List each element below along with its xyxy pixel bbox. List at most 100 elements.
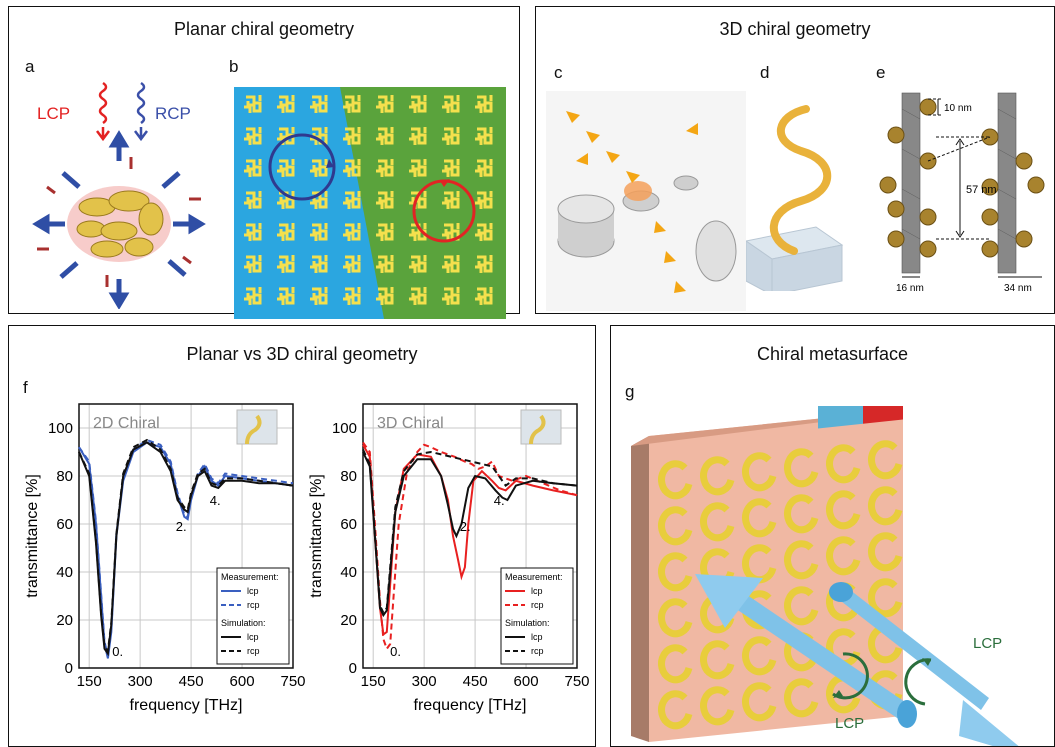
split-ring [700, 640, 735, 680]
plot-frame [78, 403, 294, 669]
split-ring [784, 448, 819, 488]
legend-entry: rcp [531, 646, 544, 656]
y-tick-label: 60 [340, 516, 357, 533]
subfigure-label-f: f [23, 378, 28, 397]
chart-3d-chiral: 150 300 450 600 750 0 20 40 60 80 100 frequency [TH… [308, 403, 589, 714]
inset-structure-icon [529, 414, 546, 445]
split-ring [868, 440, 903, 480]
dim-sep: 34 nm [1004, 283, 1032, 294]
y-axis-label: transmittance [%] [24, 474, 41, 598]
peak-annotation: 0. [390, 644, 401, 659]
legend-group-title: Measurement: [221, 572, 279, 582]
nanopillar-array-illustration [546, 91, 746, 311]
subfigure-label-b: b [229, 57, 239, 76]
split-ring [658, 644, 693, 684]
peak-annotation: 2. [460, 519, 471, 534]
dim-gap: 10 nm [944, 103, 972, 114]
y-tick-label: 40 [56, 564, 73, 581]
lcp-label-bottom: LCP [835, 715, 864, 732]
series-line [362, 451, 578, 618]
x-tick-label: 600 [230, 673, 255, 690]
split-ring [658, 506, 693, 546]
subfigure-label-a: a [25, 57, 35, 76]
panel-planar-vs-3d: Planar vs 3D chiral geometry f 150 300 450… [8, 325, 596, 747]
subfigure-label-c: c [554, 63, 563, 82]
split-ring [700, 456, 735, 496]
split-ring [742, 544, 777, 584]
y-tick-label: 100 [332, 420, 357, 437]
panel-title: 3D chiral geometry [719, 19, 871, 39]
y-tick-label: 0 [65, 660, 73, 677]
legend-entry: lcp [531, 632, 543, 642]
lcp-beam-front [695, 574, 917, 728]
plot-frame [362, 403, 578, 669]
subfigure-label-d: d [760, 63, 770, 82]
x-tick-label: 600 [514, 673, 539, 690]
y-tick-label: 100 [48, 420, 73, 437]
legend-entry: lcp [531, 586, 543, 596]
subfigure-label-e: e [876, 63, 886, 82]
legend-entry: lcp [247, 586, 259, 596]
split-ring [826, 444, 861, 484]
legend-entry: lcp [247, 632, 259, 642]
split-ring [742, 498, 777, 538]
x-axis-label: frequency [THz] [130, 697, 243, 714]
inset-structure-icon [245, 414, 262, 445]
panel-3d-chiral: 3D chiral geometry c d e [535, 6, 1055, 314]
x-tick-label: 300 [412, 673, 437, 690]
chart-2d-chiral: 150 300 450 600 750 0 20 40 60 80 100 frequency [TH… [24, 403, 305, 714]
x-tick-label: 150 [77, 673, 102, 690]
series-line [362, 449, 578, 615]
legend-entry: rcp [531, 600, 544, 610]
split-ring [700, 502, 735, 542]
split-ring [742, 682, 777, 722]
split-ring [784, 494, 819, 534]
split-ring [784, 678, 819, 718]
series-line [362, 441, 578, 651]
metasurface-illustration: LCP LCP [631, 406, 1019, 746]
dim-pitch: 57 nm [966, 184, 997, 196]
x-tick-label: 150 [361, 673, 386, 690]
chart-title: 3D Chiral [377, 415, 444, 432]
split-ring [658, 690, 693, 730]
legend-group-title: Simulation: [221, 618, 266, 628]
split-ring [868, 486, 903, 526]
y-tick-label: 20 [56, 612, 73, 629]
panel-title: Planar vs 3D chiral geometry [186, 344, 418, 364]
chart-title: 2D Chiral [93, 415, 160, 432]
y-tick-label: 80 [340, 468, 357, 485]
panel-planar-chiral: Planar chiral geometry a b LCP RCP [8, 6, 520, 319]
x-tick-label: 450 [179, 673, 204, 690]
nanoparticle-cluster-illustration: LCP RCP [32, 81, 206, 309]
split-ring [826, 490, 861, 530]
y-tick-label: 80 [56, 468, 73, 485]
split-ring [868, 532, 903, 572]
split-ring [868, 578, 903, 618]
legend-box [216, 567, 290, 665]
split-ring [700, 686, 735, 726]
helix-illustration [746, 105, 844, 291]
lcp-label-right: LCP [973, 635, 1002, 652]
dim-rod: 16 nm [896, 283, 924, 294]
split-ring [658, 460, 693, 500]
split-ring [826, 536, 861, 576]
split-ring [784, 586, 819, 626]
legend-entry: rcp [247, 600, 260, 610]
split-ring [658, 552, 693, 592]
split-ring [784, 540, 819, 580]
legend-box [500, 567, 574, 665]
split-ring [742, 636, 777, 676]
planar-chiral-array-illustration [234, 87, 506, 319]
peak-annotation: 0. [112, 644, 123, 659]
lcp-label: LCP [37, 104, 70, 123]
subfigure-label-g: g [625, 382, 635, 401]
split-ring [742, 452, 777, 492]
lcp-beam-back [829, 582, 1019, 746]
x-tick-label: 450 [463, 673, 488, 690]
peak-annotation: 2. [176, 519, 187, 534]
y-tick-label: 0 [349, 660, 357, 677]
panel-title: Planar chiral geometry [173, 19, 355, 39]
panel-chiral-metasurface: Chiral metasurface g LCP LCP [610, 325, 1055, 747]
peak-annotation: 4. [210, 493, 221, 508]
x-tick-label: 300 [128, 673, 153, 690]
